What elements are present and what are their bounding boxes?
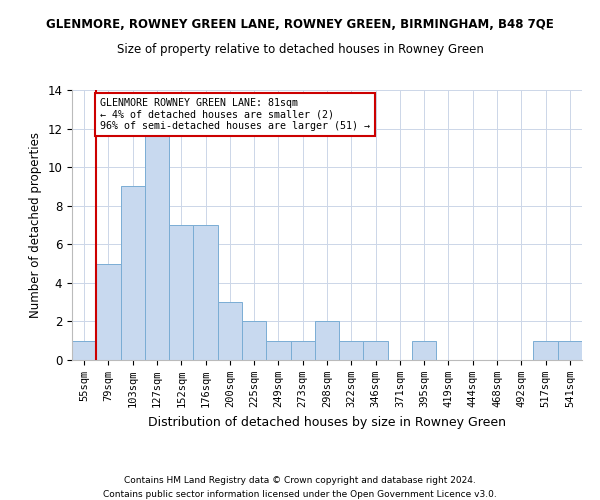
Bar <box>96 264 121 360</box>
Text: Contains public sector information licensed under the Open Government Licence v3: Contains public sector information licen… <box>103 490 497 499</box>
X-axis label: Distribution of detached houses by size in Rowney Green: Distribution of detached houses by size … <box>148 416 506 428</box>
Bar <box>412 340 436 360</box>
Bar <box>193 225 218 360</box>
Y-axis label: Number of detached properties: Number of detached properties <box>29 132 42 318</box>
Bar <box>72 340 96 360</box>
Bar <box>533 340 558 360</box>
Bar <box>121 186 145 360</box>
Bar <box>339 340 364 360</box>
Bar <box>242 322 266 360</box>
Bar <box>364 340 388 360</box>
Bar <box>315 322 339 360</box>
Bar <box>266 340 290 360</box>
Bar <box>169 225 193 360</box>
Text: Size of property relative to detached houses in Rowney Green: Size of property relative to detached ho… <box>116 42 484 56</box>
Text: GLENMORE, ROWNEY GREEN LANE, ROWNEY GREEN, BIRMINGHAM, B48 7QE: GLENMORE, ROWNEY GREEN LANE, ROWNEY GREE… <box>46 18 554 30</box>
Bar <box>558 340 582 360</box>
Bar <box>218 302 242 360</box>
Bar <box>145 128 169 360</box>
Text: Contains HM Land Registry data © Crown copyright and database right 2024.: Contains HM Land Registry data © Crown c… <box>124 476 476 485</box>
Bar <box>290 340 315 360</box>
Text: GLENMORE ROWNEY GREEN LANE: 81sqm
← 4% of detached houses are smaller (2)
96% of: GLENMORE ROWNEY GREEN LANE: 81sqm ← 4% o… <box>100 98 370 131</box>
